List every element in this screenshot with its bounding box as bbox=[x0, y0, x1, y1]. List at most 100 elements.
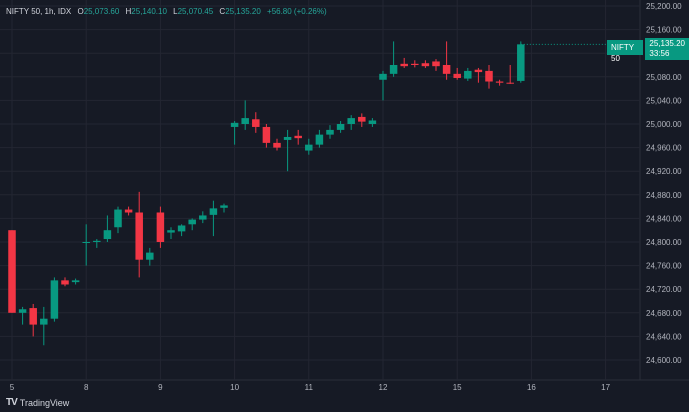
time-tick-label: 12 bbox=[379, 383, 388, 392]
candle bbox=[167, 227, 175, 240]
candle-body bbox=[146, 252, 154, 260]
low-label: L bbox=[173, 7, 178, 16]
price-tick-label: 24,720.00 bbox=[646, 285, 682, 294]
last-price-tag: NIFTY 50 25,135.20 33:56 bbox=[607, 38, 689, 63]
candle bbox=[442, 41, 451, 80]
candle bbox=[305, 138, 313, 155]
candle bbox=[485, 65, 493, 89]
time-tick-label: 5 bbox=[10, 383, 15, 392]
open-label: O bbox=[77, 7, 84, 16]
close-label: C bbox=[219, 7, 226, 16]
candle bbox=[294, 129, 302, 145]
candle-body bbox=[432, 61, 440, 67]
bar-countdown: 33:56 bbox=[649, 49, 670, 58]
candle-body bbox=[61, 280, 69, 285]
candle-body bbox=[305, 144, 313, 151]
time-tick-label: 8 bbox=[84, 383, 89, 392]
candle bbox=[103, 215, 112, 242]
candle-body bbox=[93, 240, 101, 242]
candle bbox=[358, 113, 366, 127]
candle bbox=[220, 203, 228, 213]
candle bbox=[114, 206, 122, 234]
close-value: 25,135.20 bbox=[225, 7, 261, 16]
candle-body bbox=[336, 124, 345, 130]
candle-body bbox=[135, 212, 143, 260]
tradingview-branding[interactable]: TV TradingView bbox=[6, 397, 69, 408]
high-label: H bbox=[125, 7, 132, 16]
time-tick-label: 17 bbox=[601, 383, 610, 392]
candle bbox=[29, 303, 37, 337]
candle-body bbox=[358, 116, 366, 122]
candle bbox=[199, 211, 207, 224]
candle bbox=[177, 224, 186, 237]
candle-body bbox=[368, 120, 377, 124]
change-value: +56.80 (+0.26%) bbox=[267, 7, 327, 16]
candle-body bbox=[252, 119, 260, 127]
candle-body bbox=[464, 70, 472, 79]
candle bbox=[124, 206, 133, 216]
time-tick-label: 11 bbox=[305, 383, 314, 392]
candle-body bbox=[167, 230, 175, 233]
candle bbox=[421, 60, 430, 68]
candle-body bbox=[124, 209, 133, 213]
candle-body bbox=[283, 136, 292, 140]
price-tick-label: 24,840.00 bbox=[646, 214, 682, 223]
candle bbox=[283, 129, 292, 172]
candle-body bbox=[177, 225, 186, 232]
candle bbox=[71, 278, 80, 285]
symbol-label: NIFTY 50, 1h, IDX bbox=[6, 7, 72, 16]
time-tick-label: 10 bbox=[230, 383, 239, 392]
candle bbox=[400, 57, 408, 68]
candle bbox=[8, 230, 16, 313]
candle-body bbox=[485, 70, 493, 82]
price-tick-label: 25,080.00 bbox=[646, 73, 682, 82]
candle-body bbox=[453, 73, 461, 78]
candle-body bbox=[29, 308, 37, 325]
candle-series bbox=[8, 41, 525, 346]
candle-body bbox=[50, 280, 59, 319]
candle-body bbox=[103, 230, 112, 240]
candle bbox=[411, 60, 419, 68]
candle bbox=[209, 200, 218, 237]
price-tick-label: 24,760.00 bbox=[646, 262, 682, 271]
candle-body bbox=[262, 126, 271, 143]
candle-body bbox=[220, 205, 228, 208]
candle bbox=[453, 67, 461, 80]
candle bbox=[230, 121, 239, 145]
candle-body bbox=[40, 318, 48, 325]
candle-body bbox=[326, 129, 334, 135]
candle bbox=[368, 118, 377, 127]
time-axis: 5 8 9 10 11 12 15 16 17 bbox=[10, 383, 611, 392]
low-value: 25,070.45 bbox=[177, 7, 214, 16]
candle bbox=[40, 306, 48, 346]
candle-body bbox=[18, 309, 27, 313]
candle bbox=[432, 59, 440, 71]
candle-body bbox=[411, 63, 419, 65]
chart-grid bbox=[0, 0, 689, 381]
candle bbox=[474, 67, 483, 83]
candle-body bbox=[230, 122, 239, 127]
candle bbox=[146, 247, 154, 266]
candle-body bbox=[442, 65, 451, 74]
price-tick-label: 24,880.00 bbox=[646, 191, 682, 200]
candle bbox=[379, 70, 387, 101]
candle bbox=[188, 218, 196, 231]
candle bbox=[252, 112, 260, 133]
candle bbox=[326, 125, 334, 139]
candle bbox=[336, 121, 345, 133]
candle-body bbox=[495, 81, 504, 83]
candle-body bbox=[199, 215, 207, 220]
candle-body bbox=[241, 118, 249, 124]
time-tick-label: 9 bbox=[158, 383, 163, 392]
price-tick-label: 24,920.00 bbox=[646, 167, 682, 176]
candle-body bbox=[71, 280, 80, 283]
candle-body bbox=[294, 135, 302, 139]
candle bbox=[315, 129, 324, 148]
high-value: 25,140.10 bbox=[131, 7, 167, 16]
candle-body bbox=[315, 134, 324, 145]
symbol-tag: NIFTY 50 bbox=[607, 40, 644, 63]
price-tick-label: 25,000.00 bbox=[646, 120, 682, 129]
candle bbox=[93, 239, 101, 248]
candle bbox=[50, 277, 59, 322]
